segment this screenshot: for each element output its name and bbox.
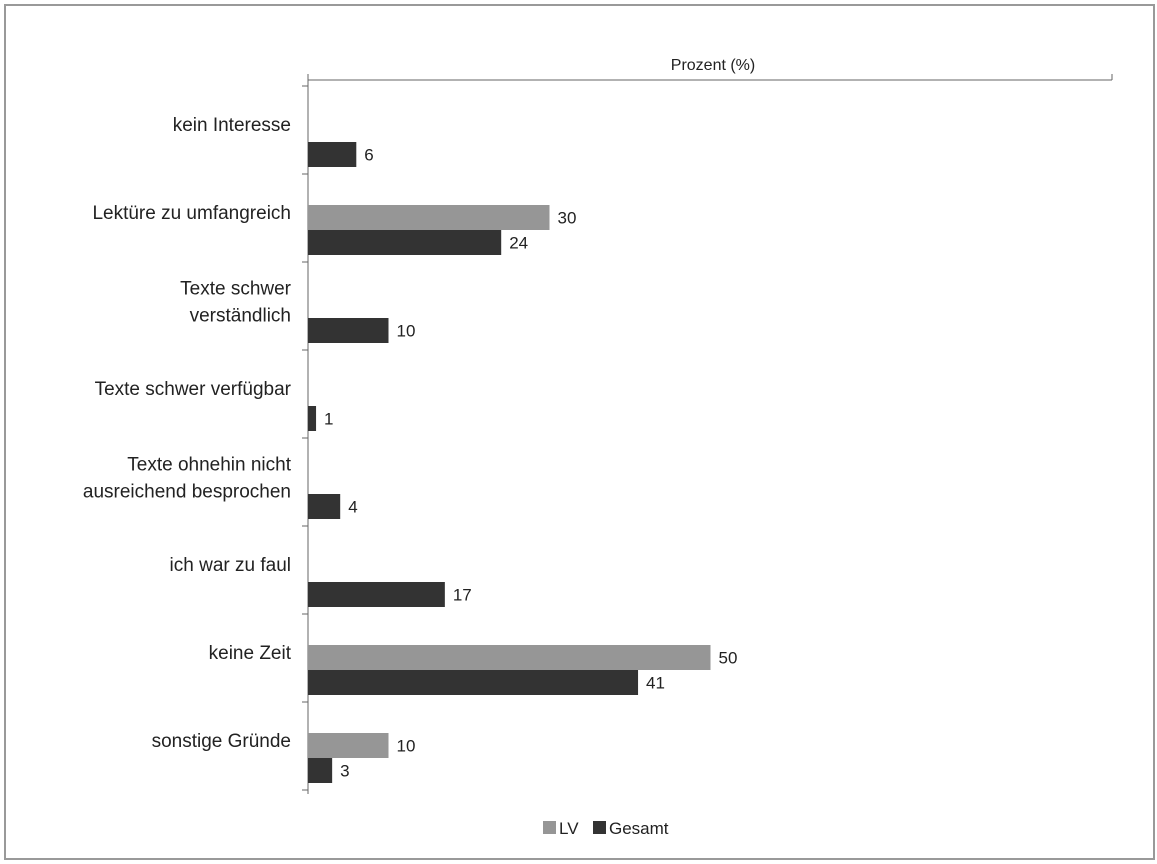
category-label: ich war zu faul — [170, 555, 291, 576]
bar-gesamt — [308, 582, 445, 607]
bar-lv — [308, 205, 550, 230]
category-label-line: sonstige Gründe — [152, 731, 291, 752]
category-label: Texte schwer verständlich — [180, 279, 292, 327]
category-label-line: Texte ohnehin nicht — [127, 455, 291, 476]
value-label: 41 — [646, 674, 665, 693]
value-label: 3 — [340, 762, 349, 781]
category-label-line: verständlich — [190, 306, 291, 327]
category-label: keine Zeit — [209, 643, 292, 664]
value-label: 4 — [348, 498, 357, 517]
category-label-line: Texte schwer — [180, 279, 292, 300]
legend: LV Gesamt — [543, 819, 669, 838]
bar-gesamt — [308, 670, 639, 695]
bar-gesamt — [308, 494, 341, 519]
category-label-line: Texte schwer verfügbar — [95, 379, 292, 400]
chart-frame: Prozent (%) kein Interesse Lektüre zu umf… — [4, 4, 1155, 860]
legend-swatch-lv — [543, 821, 556, 834]
category-label: sonstige Gründe — [152, 731, 291, 752]
category-ticks — [302, 85, 308, 791]
category-labels: kein Interesse Lektüre zu umfangreich Text… — [83, 115, 292, 752]
bar-gesamt — [308, 230, 502, 255]
legend-swatch-gesamt — [593, 821, 606, 834]
bar-lv — [308, 645, 711, 670]
value-label: 24 — [509, 234, 528, 253]
bar-lv — [308, 733, 389, 758]
category-label-line: keine Zeit — [209, 643, 292, 664]
value-label: 10 — [397, 322, 416, 341]
bar-chart: Prozent (%) kein Interesse Lektüre zu umf… — [83, 57, 1113, 838]
bar-gesamt — [308, 142, 357, 167]
bar-gesamt — [308, 406, 317, 431]
category-label-line: Lektüre zu umfangreich — [92, 203, 291, 224]
bars-layer — [308, 142, 711, 783]
category-label: kein Interesse — [173, 115, 291, 136]
value-label: 50 — [719, 649, 738, 668]
category-label-line: ausreichend besprochen — [83, 482, 291, 503]
value-labels: 6 30 24 10 1 4 17 50 41 10 3 — [324, 146, 737, 781]
x-axis-title: Prozent (%) — [671, 57, 755, 74]
category-label: Texte ohnehin nicht ausreichend besproche… — [83, 455, 292, 503]
legend-label-lv: LV — [559, 819, 579, 838]
bar-gesamt — [308, 318, 389, 343]
category-label: Texte schwer verfügbar — [95, 379, 292, 400]
value-label: 10 — [397, 737, 416, 756]
value-label: 30 — [558, 209, 577, 228]
legend-label-gesamt: Gesamt — [609, 819, 669, 838]
category-label-line: ich war zu faul — [170, 555, 291, 576]
value-label: 1 — [324, 410, 333, 429]
value-label: 17 — [453, 586, 472, 605]
category-label-line: kein Interesse — [173, 115, 291, 136]
value-label: 6 — [364, 146, 373, 165]
category-label: Lektüre zu umfangreich — [92, 203, 291, 224]
bar-gesamt — [308, 758, 333, 783]
